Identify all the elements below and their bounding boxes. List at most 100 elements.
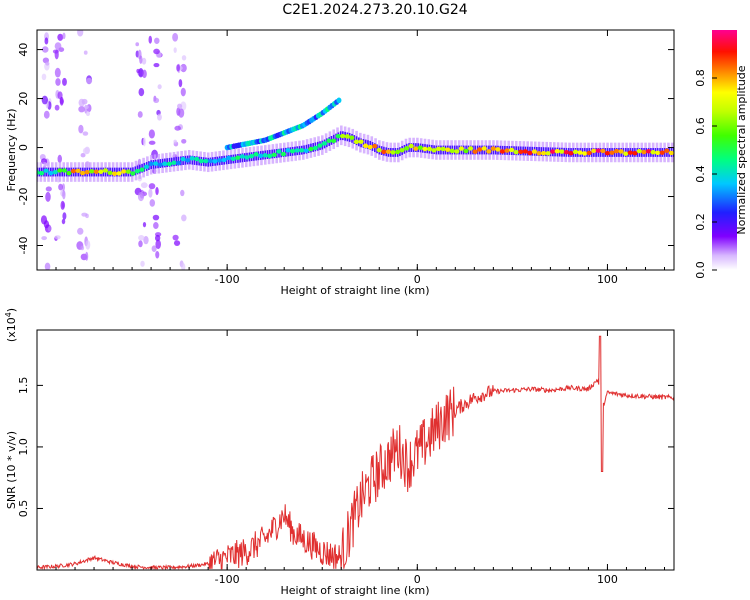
y-tick-label: 1.5 — [17, 377, 30, 395]
colorbar-tick-label: 0.6 — [694, 117, 707, 135]
noise-speckle — [155, 239, 161, 250]
signal-blob — [358, 139, 364, 144]
noise-speckle — [173, 139, 177, 144]
signal-blob — [43, 168, 49, 173]
noise-speckle — [157, 113, 162, 121]
noise-speckle — [45, 61, 50, 66]
noise-speckle — [181, 55, 187, 61]
signal-blob — [390, 150, 396, 155]
signal-blob — [221, 157, 227, 163]
noise-speckle — [142, 221, 147, 228]
signal-blob — [111, 171, 118, 176]
noise-speckle — [85, 251, 89, 261]
signal-blob — [435, 146, 442, 152]
noise-speckle — [57, 33, 64, 41]
snr-panel: -100 0 100 0.5 1.0 1.5 Height of straight lin… — [4, 308, 675, 597]
signal-blob — [650, 150, 656, 155]
signal-blob — [107, 170, 113, 175]
signal-blob — [207, 158, 214, 164]
signal-blob — [326, 138, 332, 143]
noise-speckle — [78, 98, 85, 107]
signal-band — [61, 167, 63, 177]
signal-blob — [80, 170, 86, 176]
signal-band — [75, 167, 77, 177]
signal-blob — [216, 158, 223, 163]
noise-speckle — [178, 79, 183, 88]
signal-blob — [376, 147, 382, 153]
noise-speckle — [54, 104, 60, 111]
signal-blob — [600, 148, 606, 154]
noise-speckle — [45, 186, 52, 192]
noise-speckle — [47, 225, 52, 232]
noise-speckle — [78, 124, 84, 134]
upper-branch-blob — [336, 97, 342, 104]
noise-speckle — [173, 47, 177, 53]
signal-blob — [408, 143, 414, 149]
noise-speckle — [77, 227, 84, 235]
signal-blob — [513, 149, 519, 155]
signal-blob — [121, 169, 127, 174]
signal-blob — [235, 155, 241, 160]
signal-blob — [66, 170, 72, 176]
x-tick-label: -100 — [215, 273, 240, 286]
signal-blob — [477, 147, 483, 152]
noise-speckle — [153, 48, 160, 55]
signal-blob — [175, 160, 182, 166]
x-tick-label: 100 — [597, 573, 618, 586]
signal-blob — [572, 149, 579, 154]
signal-blob — [48, 171, 54, 176]
signal-blob — [189, 156, 195, 161]
snr-x-label: Height of straight line (km) — [280, 584, 429, 597]
signal-blob — [244, 155, 250, 160]
noise-speckle — [148, 188, 153, 198]
signal-blob — [655, 150, 661, 155]
colorbar-label: Normalized spectral amplitude — [735, 65, 748, 234]
signal-band — [285, 147, 287, 157]
spectrogram-heatmap — [37, 30, 674, 270]
noise-speckle — [153, 97, 160, 103]
signal-blob — [230, 156, 236, 161]
signal-blob — [258, 153, 264, 159]
noise-speckle — [154, 37, 160, 44]
noise-speckle — [85, 111, 90, 117]
signal-blob — [422, 146, 428, 152]
signal-blob — [321, 141, 328, 146]
signal-blob — [490, 146, 496, 151]
signal-blob — [641, 149, 647, 155]
colorbar-tick-label: 0.4 — [694, 165, 707, 183]
noise-speckle — [157, 84, 162, 90]
signal-blob — [198, 158, 204, 164]
signal-blob — [93, 169, 99, 174]
noise-speckle — [60, 200, 65, 210]
signal-blob — [153, 161, 159, 166]
signal-band — [540, 147, 543, 156]
y-tick-label: 1.0 — [17, 438, 30, 456]
noise-speckle — [139, 55, 143, 64]
colorbar-ticks: 0.0 0.2 0.4 0.6 0.8 — [694, 69, 717, 279]
signal-blob — [431, 148, 437, 153]
noise-speckle — [55, 78, 61, 86]
noise-speckle — [174, 125, 181, 131]
colorbar-tick-label: 0.0 — [694, 261, 707, 279]
signal-blob — [102, 168, 109, 173]
noise-speckle — [62, 77, 67, 86]
signal-band — [175, 157, 178, 166]
noise-speckle — [62, 190, 66, 200]
signal-blob — [381, 149, 387, 155]
signal-band — [275, 149, 278, 158]
noise-speckle — [135, 42, 140, 47]
signal-blob — [61, 168, 67, 173]
noise-speckle — [181, 263, 186, 270]
signal-blob — [499, 149, 506, 154]
signal-band — [116, 167, 118, 177]
signal-band — [193, 156, 196, 165]
noise-speckle — [84, 104, 89, 110]
signal-blob — [349, 135, 355, 140]
noise-speckle — [141, 57, 147, 65]
noise-speckle — [173, 240, 181, 246]
signal-blob — [335, 134, 341, 139]
noise-speckle — [142, 69, 147, 79]
noise-speckle — [86, 77, 93, 85]
noise-speckle — [62, 32, 66, 40]
signal-blob — [203, 158, 209, 164]
